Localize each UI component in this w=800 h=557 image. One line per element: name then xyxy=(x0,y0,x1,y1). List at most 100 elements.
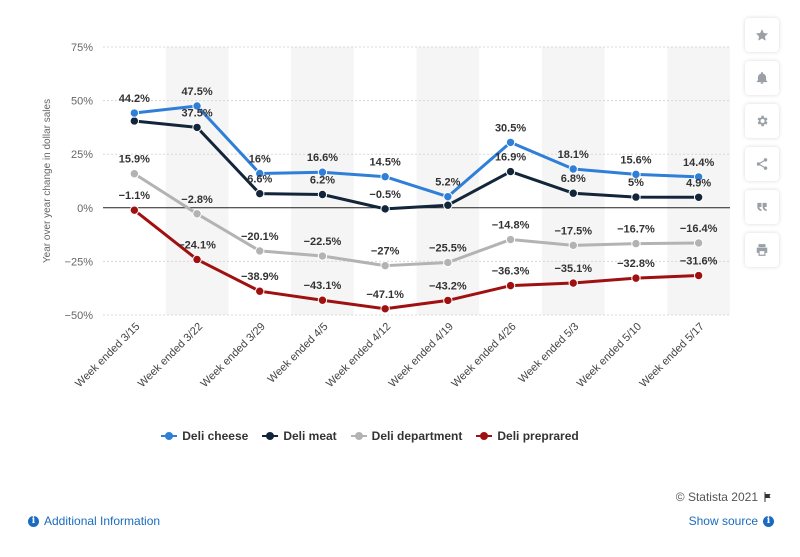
data-label: 16.9% xyxy=(495,152,526,164)
data-point[interactable] xyxy=(129,116,140,126)
legend-item-deli-department[interactable]: Deli department xyxy=(350,429,463,443)
additional-information-link[interactable]: i Additional Information xyxy=(28,514,160,528)
data-point[interactable] xyxy=(693,270,704,281)
info-icon: i xyxy=(28,515,39,527)
data-point[interactable] xyxy=(568,188,578,198)
data-point[interactable] xyxy=(129,169,140,179)
legend-symbol xyxy=(350,432,367,440)
legend-symbol xyxy=(161,432,178,440)
x-tick-label: Week ended 4/12 xyxy=(324,321,393,390)
show-source-label: Show source xyxy=(688,514,758,528)
data-label: −2.8% xyxy=(181,194,213,206)
y-tick-label: 50% xyxy=(71,96,93,108)
y-tick-label: −25% xyxy=(65,256,94,268)
column-band xyxy=(541,47,605,315)
data-point[interactable] xyxy=(129,205,140,215)
data-label: 16.6% xyxy=(307,152,338,164)
data-label: −25.5% xyxy=(429,242,467,254)
data-point[interactable] xyxy=(568,278,578,288)
data-label: 15.9% xyxy=(119,154,150,166)
data-point[interactable] xyxy=(255,168,265,179)
share-icon[interactable] xyxy=(745,147,779,181)
data-point[interactable] xyxy=(380,260,390,271)
y-tick-label: 75% xyxy=(71,42,93,54)
data-point[interactable] xyxy=(505,280,516,291)
quote-icon[interactable] xyxy=(745,190,779,224)
y-axis-title: Year over year change in dollar sales xyxy=(42,99,53,263)
legend-item-deli-cheese[interactable]: Deli cheese xyxy=(161,429,248,443)
bell-icon[interactable] xyxy=(745,61,779,95)
data-point[interactable] xyxy=(443,257,453,268)
column-band xyxy=(416,47,480,315)
show-source-link[interactable]: Show source i xyxy=(689,514,774,528)
data-point[interactable] xyxy=(631,238,641,249)
data-label: 5% xyxy=(628,177,644,189)
data-point[interactable] xyxy=(317,167,328,177)
data-label: −16.7% xyxy=(617,224,655,236)
print-icon[interactable] xyxy=(745,233,779,267)
data-point[interactable] xyxy=(505,137,516,148)
x-tick-label: Week ended 3/29 xyxy=(199,321,268,390)
data-point[interactable] xyxy=(317,295,328,305)
flag-icon[interactable] xyxy=(762,491,774,503)
data-point[interactable] xyxy=(192,122,202,133)
data-point[interactable] xyxy=(443,295,453,306)
data-point[interactable] xyxy=(192,209,202,219)
data-point[interactable] xyxy=(693,172,704,182)
data-label: 14.5% xyxy=(370,157,401,169)
data-point[interactable] xyxy=(631,192,641,202)
data-point[interactable] xyxy=(631,273,641,283)
data-point[interactable] xyxy=(380,172,390,182)
copyright-text: © Statista 2021 xyxy=(675,490,758,504)
data-label: 47.5% xyxy=(181,86,212,98)
data-label: −36.3% xyxy=(492,266,530,278)
chart-toolbar xyxy=(745,18,781,276)
x-tick-label: Week ended 4/26 xyxy=(449,321,518,390)
data-point[interactable] xyxy=(693,238,704,248)
gear-icon[interactable] xyxy=(745,104,779,138)
legend-item-deli-meat[interactable]: Deli meat xyxy=(262,429,337,443)
data-point[interactable] xyxy=(192,254,202,265)
data-label: −32.8% xyxy=(617,258,655,270)
legend-label: Deli cheese xyxy=(182,429,249,443)
data-point[interactable] xyxy=(129,108,140,118)
data-point[interactable] xyxy=(380,204,390,214)
data-point[interactable] xyxy=(192,101,202,111)
legend-symbol xyxy=(476,432,493,440)
data-point[interactable] xyxy=(317,189,328,200)
data-point[interactable] xyxy=(317,251,328,261)
y-tick-label: 25% xyxy=(71,149,93,161)
x-tick-label: Week ended 3/22 xyxy=(136,321,205,390)
data-point[interactable] xyxy=(380,304,390,314)
data-label: −38.9% xyxy=(241,271,279,283)
series-line xyxy=(133,172,699,268)
data-label: 14.4% xyxy=(683,157,714,169)
data-point[interactable] xyxy=(255,246,265,256)
data-point[interactable] xyxy=(631,169,641,180)
data-label: −14.8% xyxy=(492,220,530,232)
y-tick-label: −50% xyxy=(65,310,94,322)
data-point[interactable] xyxy=(568,240,578,251)
data-point[interactable] xyxy=(255,286,265,296)
data-label: −22.5% xyxy=(304,236,342,248)
legend-symbol xyxy=(262,432,279,440)
data-label: −1.1% xyxy=(119,190,151,202)
legend-label: Deli department xyxy=(371,429,463,443)
data-point[interactable] xyxy=(568,164,578,174)
data-point[interactable] xyxy=(255,188,265,199)
y-tick-label: 0% xyxy=(77,203,93,215)
data-label: 6.6% xyxy=(247,174,272,186)
legend-item-deli-prepared[interactable]: Deli preprared xyxy=(476,429,579,443)
series-line xyxy=(134,119,699,211)
data-label: −35.1% xyxy=(554,263,592,275)
star-icon[interactable] xyxy=(745,18,779,52)
data-point[interactable] xyxy=(693,192,704,202)
data-point[interactable] xyxy=(443,200,453,210)
data-point[interactable] xyxy=(505,166,516,177)
legend: Deli cheese Deli meat Deli department De… xyxy=(0,429,740,443)
data-point[interactable] xyxy=(505,234,516,245)
data-point[interactable] xyxy=(443,191,453,202)
data-label: −0.5% xyxy=(369,189,401,201)
data-label: −27% xyxy=(371,246,400,258)
